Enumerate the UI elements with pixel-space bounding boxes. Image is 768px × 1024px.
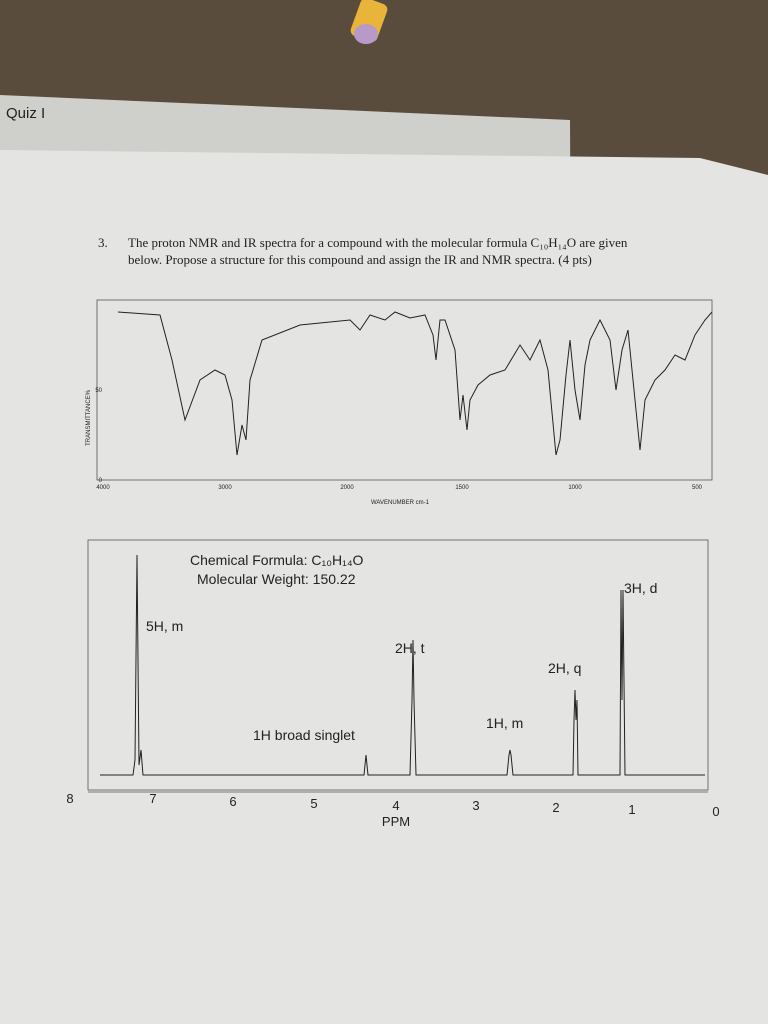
nmr-trace bbox=[100, 554, 705, 776]
nmr-x-tick: 6 bbox=[229, 794, 236, 809]
peak-label: 3H, d bbox=[624, 580, 657, 596]
question-line: The proton NMR and IR spectra for a comp… bbox=[128, 235, 628, 250]
nmr-x-tick: 1 bbox=[628, 802, 635, 817]
peak-label: 5H, m bbox=[146, 618, 183, 634]
nmr-x-tick: 5 bbox=[310, 796, 317, 811]
nmr-x-tick: 0 bbox=[712, 804, 719, 819]
ir-x-tick: 500 bbox=[692, 485, 703, 491]
peak-label: 1H broad singlet bbox=[253, 727, 355, 743]
ir-y-tick: 0 bbox=[99, 478, 103, 484]
ir-x-tick: 1000 bbox=[568, 485, 582, 491]
ir-x-tick: 4000 bbox=[96, 485, 110, 491]
question-line: below. Propose a structure for this comp… bbox=[128, 252, 592, 267]
nmr-x-tick: 2 bbox=[552, 800, 559, 815]
nmr-x-tick: 3 bbox=[472, 798, 479, 813]
ir-y-label: TRANSMITTANCE% bbox=[86, 389, 92, 446]
ir-x-tick: 1500 bbox=[455, 485, 469, 491]
nmr-x-label: PPM bbox=[382, 814, 410, 829]
ir-x-tick: 2000 bbox=[340, 485, 354, 491]
peak-label: 1H, m bbox=[486, 715, 523, 731]
nmr-x-tick: 7 bbox=[149, 791, 156, 806]
eraser bbox=[354, 24, 378, 44]
ir-y-tick: 50 bbox=[95, 388, 102, 394]
ir-frame bbox=[96, 299, 713, 481]
ir-x-tick: 3000 bbox=[218, 485, 232, 491]
handwritten-title: Quiz I bbox=[6, 105, 45, 122]
question-number: 3. bbox=[98, 235, 108, 250]
ir-x-label: WAVENUMBER cm-1 bbox=[371, 500, 430, 506]
nmr-frame bbox=[87, 539, 709, 791]
nmr-x-tick: 8 bbox=[66, 791, 73, 806]
nmr-x-tick: 4 bbox=[392, 798, 399, 813]
ir-trace bbox=[117, 311, 713, 456]
nmr-formula: Chemical Formula: C₁₀H₁₄O bbox=[190, 552, 364, 568]
peak-label: 2H, q bbox=[548, 660, 581, 676]
nmr-weight: Molecular Weight: 150.22 bbox=[197, 571, 356, 587]
paper bbox=[0, 150, 768, 1024]
peak-label: 2H, t bbox=[395, 640, 425, 656]
